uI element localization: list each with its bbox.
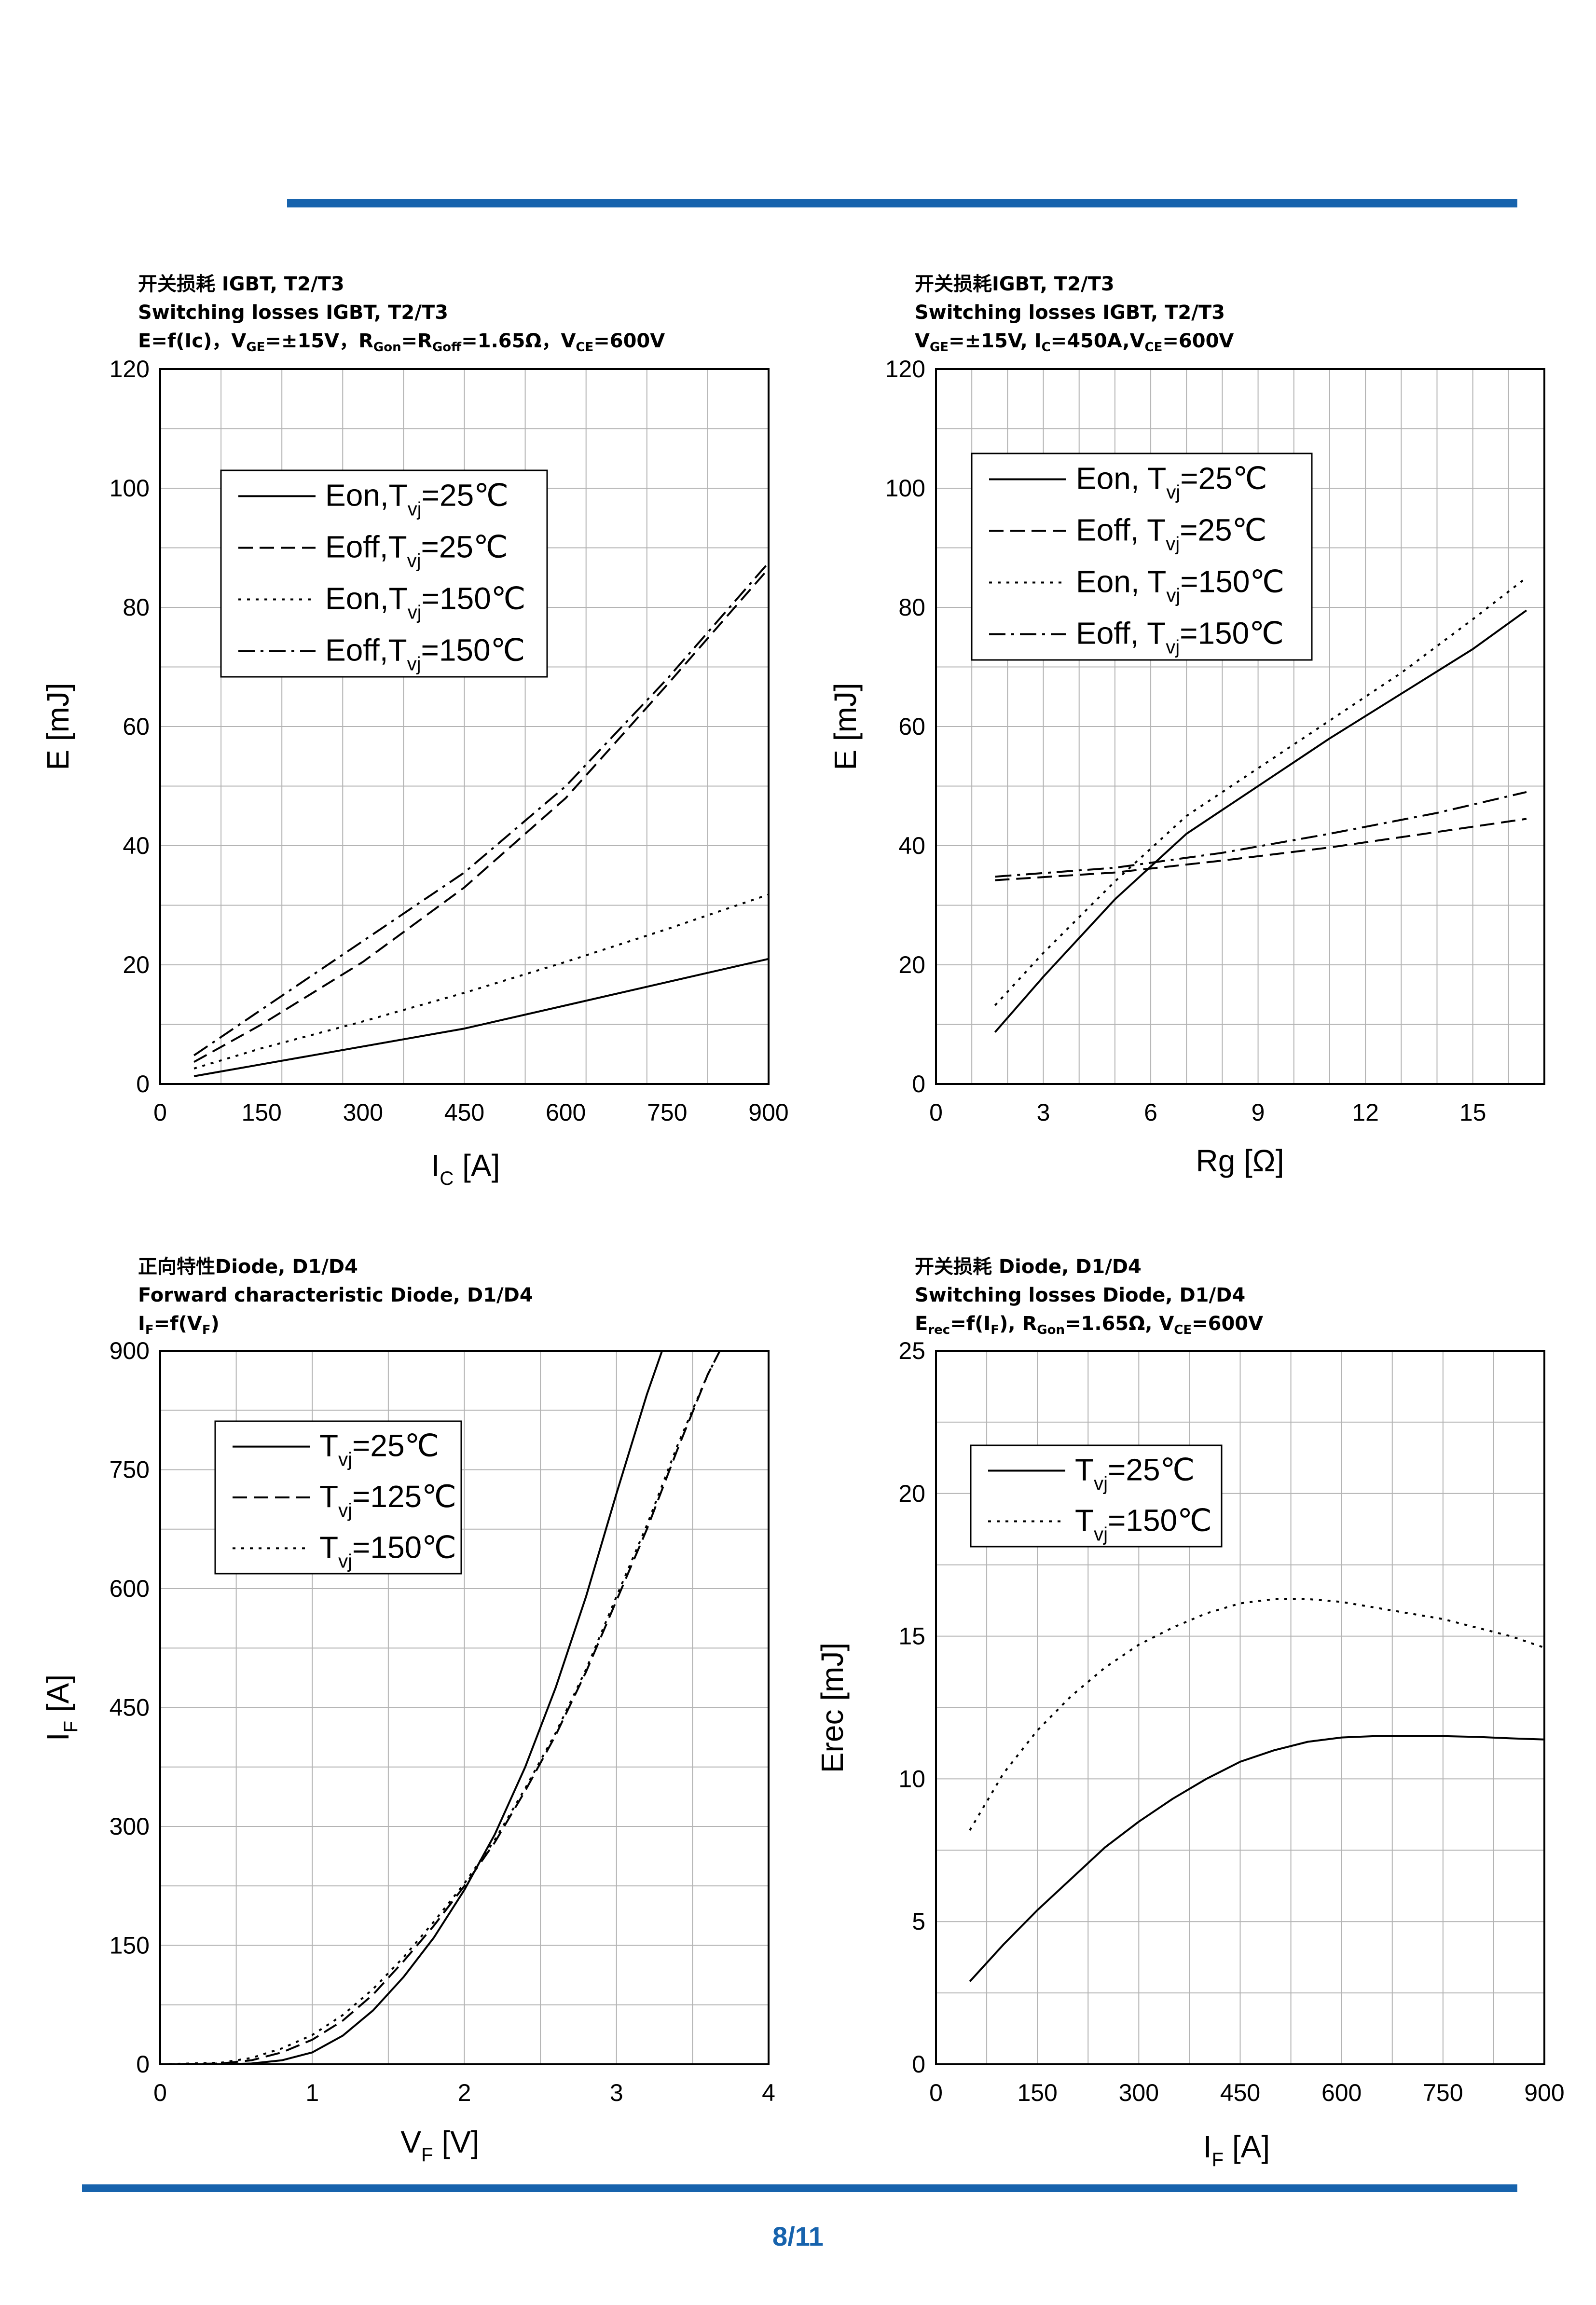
series-line-2: [970, 1599, 1544, 1830]
y-tick-label: 15: [898, 1623, 925, 1650]
x-axis-label-unit: [A]: [1224, 2129, 1270, 2164]
y-axis-label-main: Erec [mJ]: [815, 1643, 850, 1773]
x-tick-label: 600: [1321, 2079, 1362, 2106]
series-line-1: [970, 1736, 1544, 1982]
page-number: 8/11: [0, 2221, 1596, 2252]
x-tick-label: 900: [1524, 2079, 1564, 2106]
x-tick-label: 750: [1423, 2079, 1463, 2106]
x-tick-label: 0: [929, 2079, 943, 2106]
y-tick-label: 25: [898, 1337, 925, 1364]
y-tick-label: 5: [912, 1908, 925, 1935]
y-tick-label: 10: [898, 1765, 925, 1792]
y-axis-label: Erec [mJ]: [815, 1643, 850, 1773]
x-axis-label-main: I: [1203, 2129, 1212, 2164]
legend-label-subscript: vj: [1094, 1524, 1108, 1545]
legend-label-condition: =150℃: [1108, 1503, 1212, 1538]
x-axis-label-subscript: F: [1212, 2149, 1224, 2170]
legend-label-condition: =25℃: [1108, 1453, 1195, 1487]
y-tick-label: 20: [898, 1480, 925, 1507]
x-tick-label: 450: [1220, 2079, 1260, 2106]
chart-4: 0 150 300 450 600 750 900 0 5 10 15 20 25 IF [A] Erec …: [0, 0, 1596, 2305]
x-tick-label: 300: [1119, 2079, 1159, 2106]
x-tick-label: 150: [1017, 2079, 1057, 2106]
legend-label-subscript: vj: [1094, 1473, 1108, 1495]
x-axis-label: IF [A]: [1203, 2129, 1270, 2170]
legend-label-main: T: [1075, 1503, 1094, 1538]
legend-label-main: T: [1075, 1453, 1094, 1487]
y-tick-label: 0: [912, 2051, 925, 2078]
bottom-accent-rule: [82, 2184, 1517, 2192]
